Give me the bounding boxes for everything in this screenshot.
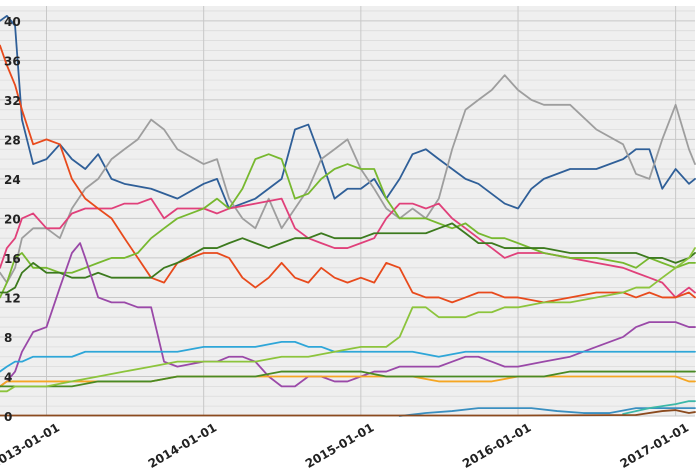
y-tick-label: 0 [4,410,12,424]
y-axis-ticks: 0 4 8 12 16 20 24 28 32 36 40 [4,15,21,424]
series-line-12 [398,407,696,417]
y-tick-label: 8 [4,331,12,345]
series-line-10 [0,370,696,388]
y-tick-label: 4 [4,370,12,384]
y-tick-label: 12 [4,291,21,305]
y-tick-label: 32 [4,94,21,108]
series-line-2 [0,74,696,284]
series-line-8 [0,341,696,373]
series-line-4 [0,44,696,304]
series-layer [0,14,696,417]
plot-area [0,6,695,416]
series-line-1 [0,14,696,210]
y-tick-label: 24 [4,173,21,187]
series-line-6 [0,222,696,294]
series-line-14 [0,409,696,417]
series-line-5 [0,153,696,299]
y-tick-label: 20 [4,212,21,226]
series-line-13 [622,400,696,415]
y-tick-label: 28 [4,133,21,147]
y-tick-label: 36 [4,54,21,68]
series-line-11 [0,247,696,393]
y-tick-label: 16 [4,252,21,266]
y-tick-label: 40 [4,15,21,29]
minor-gridlines [0,10,695,407]
